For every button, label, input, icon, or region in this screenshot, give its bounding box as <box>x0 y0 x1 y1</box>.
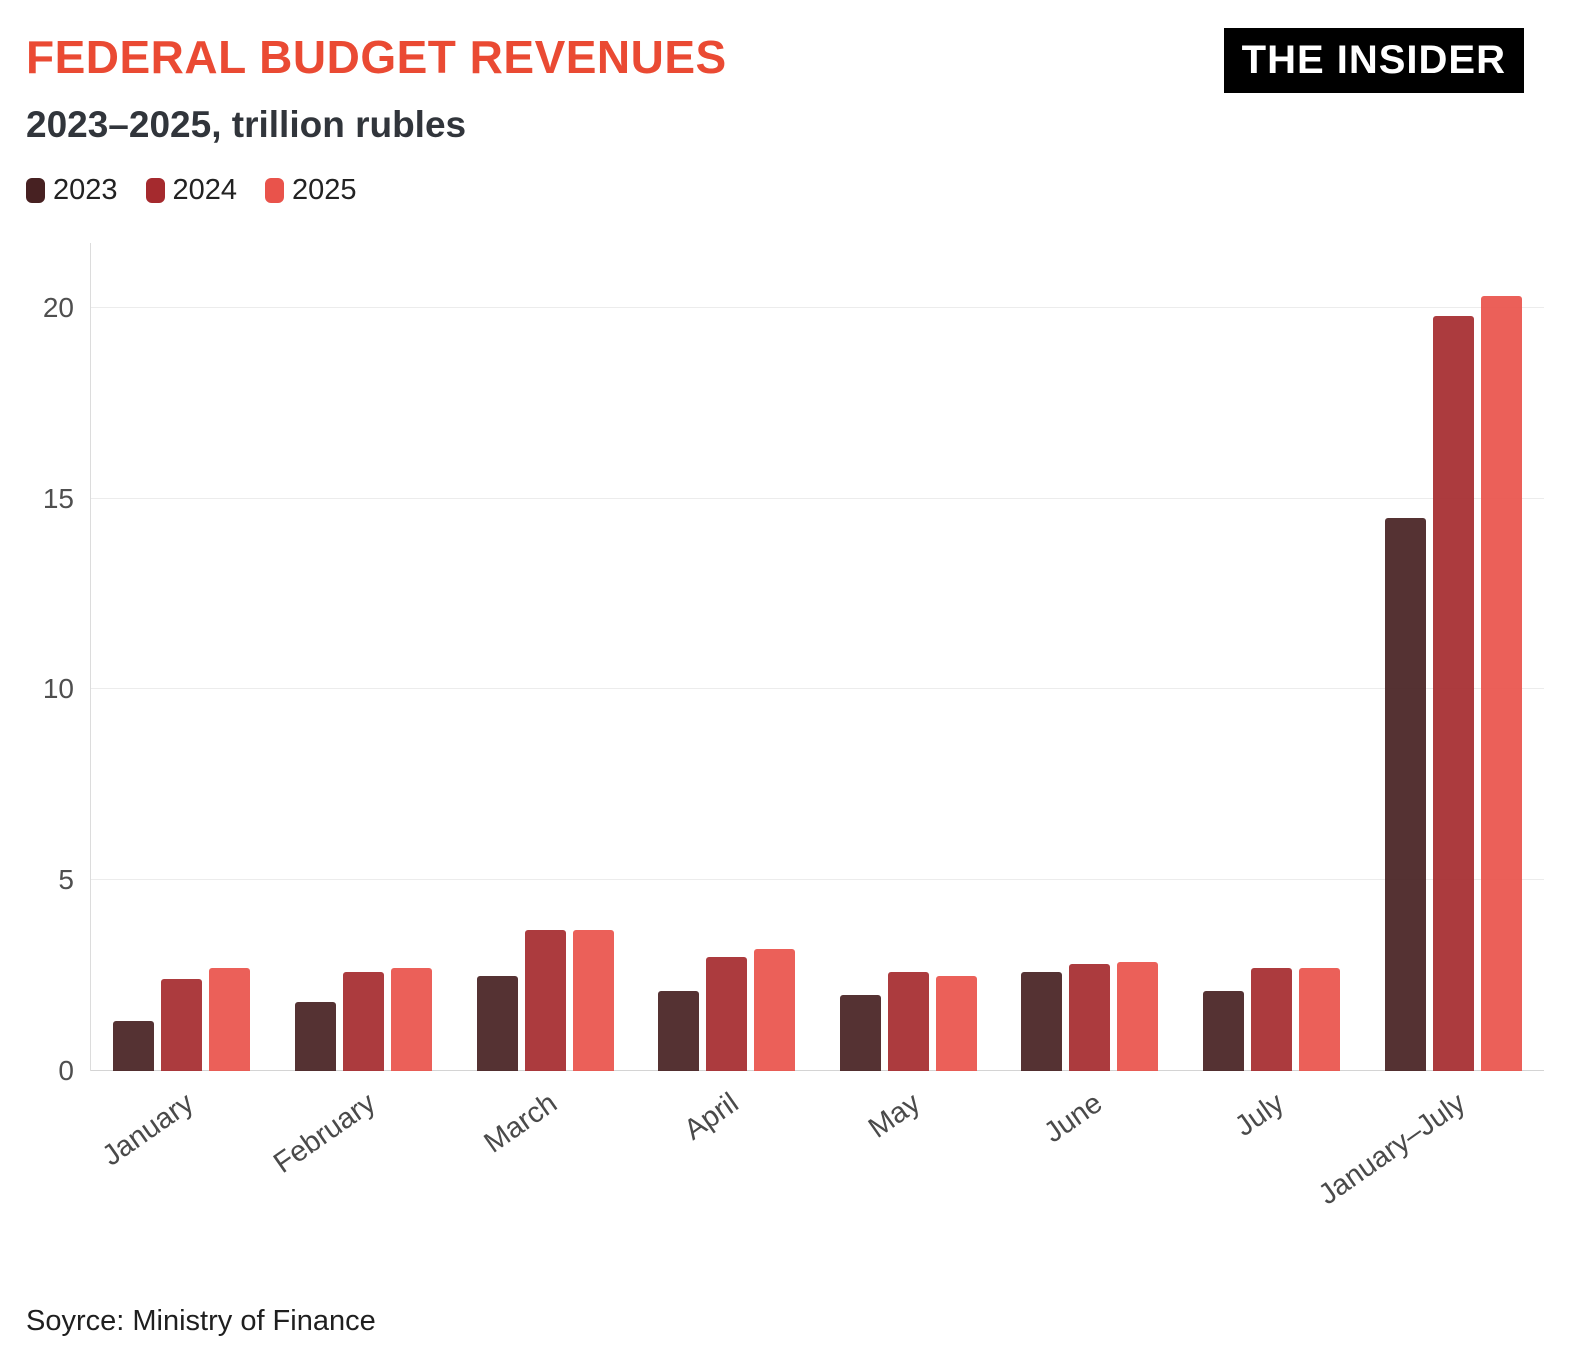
gridline-5 <box>91 879 1544 881</box>
bar-2024-january <box>161 979 203 1071</box>
bar-group-july <box>1181 243 1363 1071</box>
legend-item-2025: 2025 <box>265 174 357 207</box>
bar-group-may <box>818 243 1000 1071</box>
bar-2025-july <box>1299 967 1341 1071</box>
bar-2023-july <box>1203 990 1245 1071</box>
the-insider-logo: THE INSIDER <box>1223 28 1524 93</box>
bar-chart: 0 5 10 15 20 January February March April May Jun… <box>26 243 1544 1276</box>
y-tick-label-10: 10 <box>42 673 74 705</box>
bar-2025-june <box>1117 962 1159 1071</box>
bar-2025-may <box>935 975 977 1071</box>
bar-2023-february <box>294 1002 336 1071</box>
bar-group-february <box>273 243 455 1071</box>
y-tick-label-15: 15 <box>42 482 74 514</box>
x-tick-label-february: February <box>267 1087 381 1180</box>
bar-groups <box>91 243 1544 1071</box>
bar-2024-march <box>524 929 566 1071</box>
gridline-15 <box>91 497 1544 499</box>
x-cell-january: January <box>90 1071 272 1276</box>
x-cell-january-july: January–July <box>1313 1071 1544 1276</box>
x-tick-label-june: June <box>1038 1087 1108 1150</box>
x-tick-label-january: January <box>96 1087 200 1173</box>
x-axis: January February March April May June July Janu… <box>90 1071 1544 1276</box>
y-tick-label-5: 5 <box>58 864 74 896</box>
legend-label-2024: 2024 <box>172 174 238 206</box>
bar-2023-june <box>1021 971 1063 1071</box>
legend-label-2025: 2025 <box>292 174 357 206</box>
x-tick-label-may: May <box>862 1087 927 1145</box>
x-cell-march: March <box>454 1071 636 1276</box>
y-tick-label-20: 20 <box>42 291 74 323</box>
legend-swatch-2023 <box>26 178 45 203</box>
plot-area <box>90 243 1544 1071</box>
legend-item-2023: 2023 <box>26 174 118 207</box>
bar-2024-april <box>706 956 748 1071</box>
bar-2025-february <box>390 967 432 1071</box>
source-note: Soyrce: Ministry of Finance <box>26 1305 376 1337</box>
bar-2025-january <box>209 967 251 1071</box>
x-cell-june: June <box>999 1071 1181 1276</box>
bar-2023-may <box>839 994 881 1071</box>
bar-2025-april <box>754 948 796 1071</box>
bar-2023-january <box>113 1021 155 1071</box>
bar-group-january <box>91 243 273 1071</box>
bar-2024-january-july <box>1432 315 1474 1071</box>
page-subtitle: 2023–2025, trillion rubles <box>26 104 467 145</box>
bar-group-january-july <box>1362 243 1544 1071</box>
bar-group-march <box>454 243 636 1071</box>
gridline-0 <box>91 1070 1544 1071</box>
chart-legend: 2023 2024 2025 <box>26 174 1544 207</box>
gridline-20 <box>91 306 1544 308</box>
bar-group-april <box>636 243 818 1071</box>
x-cell-may: May <box>817 1071 999 1276</box>
bar-group-june <box>999 243 1181 1071</box>
x-tick-label-july: July <box>1229 1087 1290 1143</box>
x-cell-february: February <box>268 1071 454 1276</box>
legend-item-2024: 2024 <box>145 174 238 207</box>
x-tick-label-march: March <box>478 1087 563 1160</box>
bar-2023-january-july <box>1384 517 1426 1071</box>
bar-2025-march <box>572 929 614 1071</box>
x-tick-label-april: April <box>678 1087 745 1147</box>
y-tick-label-0: 0 <box>58 1055 74 1086</box>
legend-swatch-2025 <box>265 178 285 203</box>
bar-2024-july <box>1251 967 1293 1071</box>
bar-2023-march <box>476 975 518 1071</box>
bar-2024-may <box>887 971 929 1071</box>
bar-2024-june <box>1069 964 1111 1071</box>
page-title: FEDERAL BUDGET REVENUES <box>26 31 727 83</box>
legend-label-2023: 2023 <box>53 174 118 206</box>
y-axis: 0 5 10 15 20 <box>26 243 90 1086</box>
bar-2023-april <box>658 990 700 1071</box>
bar-2025-january-july <box>1480 296 1522 1071</box>
gridline-10 <box>91 688 1544 690</box>
legend-swatch-2024 <box>145 178 165 203</box>
x-cell-april: April <box>635 1071 817 1276</box>
bar-2024-february <box>342 971 384 1071</box>
